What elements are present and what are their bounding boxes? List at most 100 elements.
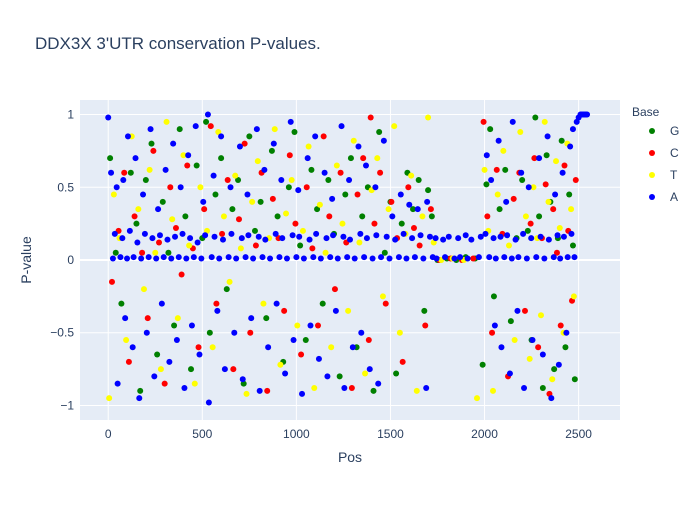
data-point-G <box>381 249 388 256</box>
data-point-A <box>346 177 353 183</box>
data-point-A <box>483 152 490 159</box>
data-point-C <box>480 118 487 125</box>
data-point-A <box>276 254 283 261</box>
data-point-G <box>410 206 417 213</box>
data-point-G <box>551 366 558 373</box>
data-point-C <box>427 206 434 213</box>
data-point-A <box>375 380 382 387</box>
data-point-A <box>290 337 297 343</box>
data-point-T <box>283 210 290 217</box>
data-point-G <box>336 373 343 380</box>
data-point-A <box>395 254 402 261</box>
data-point-A <box>113 184 120 191</box>
data-point-T <box>260 300 267 307</box>
data-point-C <box>309 245 316 252</box>
data-point-G <box>171 322 178 329</box>
data-point-T <box>180 152 187 159</box>
data-point-T <box>545 198 552 205</box>
data-point-C <box>247 329 254 336</box>
x-tick-label: 0 <box>105 427 112 441</box>
data-point-A <box>327 254 334 261</box>
data-point-C <box>172 225 179 231</box>
data-point-G <box>188 366 195 373</box>
data-point-A <box>108 169 115 176</box>
axes: 0 500 1000 1500 2000 2500 −1 −0.5 0 0.5 1 Pos P-valu… <box>18 108 592 465</box>
data-point-A <box>451 255 458 262</box>
data-point-G <box>212 191 219 198</box>
data-point-A <box>536 155 543 162</box>
data-point-G <box>274 213 281 220</box>
data-point-C <box>331 286 338 293</box>
data-point-A <box>198 255 205 262</box>
data-point-A <box>488 177 495 183</box>
data-point-A <box>568 230 575 237</box>
data-point-A <box>245 232 252 239</box>
data-point-C <box>235 216 242 223</box>
data-point-G <box>229 206 236 213</box>
data-point-C <box>241 140 248 147</box>
data-point-G <box>263 315 270 322</box>
data-point-A <box>119 235 126 242</box>
data-point-A <box>236 143 243 150</box>
data-point-C <box>489 329 496 336</box>
data-point-T <box>537 312 544 319</box>
data-point-A <box>105 114 112 121</box>
data-point-A <box>523 255 530 262</box>
data-point-G <box>203 118 210 125</box>
y-axis-title: P-value <box>18 236 34 284</box>
data-point-T <box>243 390 250 397</box>
data-point-A <box>179 230 186 237</box>
data-point-A <box>141 230 148 237</box>
data-point-A <box>255 233 262 240</box>
data-points <box>105 111 591 406</box>
data-point-T <box>517 129 524 135</box>
data-point-T <box>209 344 216 351</box>
data-point-T <box>556 225 563 231</box>
data-point-A <box>270 140 277 147</box>
data-point-C <box>264 387 271 394</box>
data-point-A <box>181 385 188 391</box>
data-point-G <box>193 162 200 169</box>
data-point-A <box>340 233 347 240</box>
data-point-A <box>559 169 566 176</box>
data-point-A <box>200 198 207 205</box>
data-point-A <box>304 155 311 162</box>
data-point-A <box>504 232 511 239</box>
data-point-T <box>288 177 295 183</box>
legend-marker-G <box>649 128 655 134</box>
data-point-A <box>544 133 551 140</box>
data-point-A <box>462 232 469 239</box>
data-point-A <box>120 177 127 183</box>
data-point-C <box>298 351 305 358</box>
data-point-A <box>278 177 285 183</box>
data-point-C <box>125 358 132 365</box>
data-point-G <box>536 213 543 220</box>
data-point-T <box>522 213 529 220</box>
data-point-A <box>351 255 358 262</box>
data-point-C <box>405 184 412 191</box>
data-point-C <box>510 195 517 202</box>
data-point-A <box>196 351 203 358</box>
data-point-C <box>207 123 214 130</box>
data-point-A <box>289 232 296 239</box>
x-tick-label: 1000 <box>283 427 310 441</box>
data-point-T <box>362 370 369 377</box>
data-point-A <box>262 236 269 243</box>
data-point-G <box>137 387 144 394</box>
data-point-A <box>332 307 339 314</box>
data-point-A <box>168 255 175 262</box>
x-axis-title: Pos <box>338 449 362 465</box>
data-point-A <box>329 195 336 202</box>
data-point-A <box>567 143 574 150</box>
data-point-T <box>322 249 329 256</box>
y-tick-label: −0.5 <box>50 326 74 340</box>
data-point-G <box>246 133 253 140</box>
data-point-A <box>495 137 502 144</box>
data-point-C <box>161 380 168 387</box>
data-point-C <box>213 300 220 307</box>
data-point-A <box>563 329 570 336</box>
data-point-C <box>484 213 491 220</box>
data-point-G <box>235 177 242 183</box>
